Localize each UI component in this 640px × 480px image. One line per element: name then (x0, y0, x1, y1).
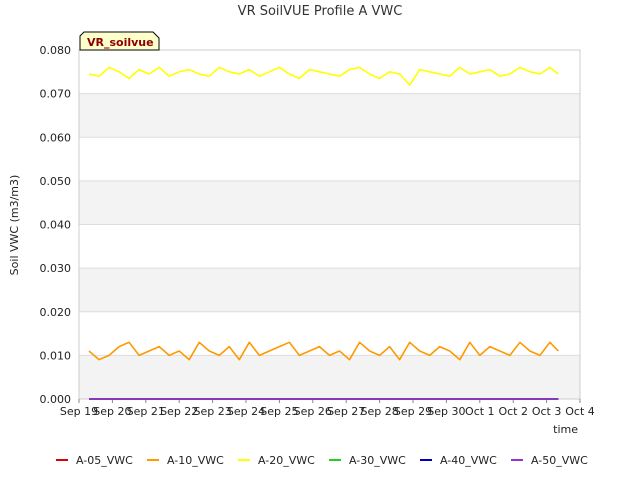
y-tick-label: 0.080 (40, 44, 72, 57)
legend-label: A-50_VWC (531, 454, 588, 467)
station-label-box: VR_soilvue (79, 31, 160, 51)
series-lines (88, 66, 559, 400)
station-label-tab (79, 31, 160, 51)
x-tick-label: Sep 30 (427, 405, 465, 418)
y-tick-label: 0.040 (40, 219, 72, 232)
x-tick-label: Sep 22 (160, 405, 198, 418)
y-axis-title: Soil VWC (m3/m3) (8, 175, 21, 276)
background-band (79, 93, 580, 138)
plot-background-bands (79, 50, 580, 399)
x-tick-label: Sep 24 (227, 405, 265, 418)
chart-title: VR SoilVUE Profile A VWC (238, 4, 403, 19)
legend-label: A-40_VWC (440, 454, 497, 467)
legend-label: A-05_VWC (76, 454, 133, 467)
legend: A-05_VWC A-10_VWC A-20_VWC A-30_VWC A-40_VWC… (56, 454, 588, 467)
legend-label: A-30_VWC (349, 454, 406, 467)
legend-label: A-20_VWC (258, 454, 315, 467)
x-tick-label: Oct 1 (465, 405, 495, 418)
y-tick-label: 0.060 (40, 131, 72, 144)
x-tick-label: Sep 25 (260, 405, 298, 418)
series-line-a-20-vwc (88, 66, 559, 86)
background-band (79, 50, 580, 94)
y-tick-label: 0.050 (40, 175, 72, 188)
x-tick-label: Sep 21 (127, 405, 165, 418)
x-tick-label: Oct 2 (498, 405, 528, 418)
series-line-a-10-vwc (88, 341, 559, 361)
y-tick-label: 0.030 (40, 262, 72, 275)
y-tick-label: 0.020 (40, 306, 72, 319)
y-tick-label: 0.070 (40, 88, 72, 101)
background-band (79, 311, 580, 356)
x-tick-label: Oct 3 (532, 405, 562, 418)
x-tick-label: Sep 20 (93, 405, 131, 418)
background-band (79, 268, 580, 312)
x-tick-label: Sep 23 (193, 405, 231, 418)
background-band (79, 137, 580, 181)
legend-label: A-10_VWC (167, 454, 224, 467)
x-tick-label: Sep 27 (327, 405, 365, 418)
y-tick-label: 0.000 (40, 393, 72, 406)
x-axis-title: time (553, 423, 578, 436)
x-tick-label: Sep 29 (394, 405, 432, 418)
station-label: VR_soilvue (87, 36, 154, 49)
background-band (79, 355, 580, 399)
y-axis: 0.000 0.010 0.020 0.030 0.040 0.050 0.060 0.070… (40, 44, 72, 406)
x-tick-label: Sep 19 (60, 405, 98, 418)
x-tick-label: Oct 4 (565, 405, 595, 418)
y-tick-label: 0.010 (40, 349, 72, 362)
background-band (79, 224, 580, 269)
background-band (79, 180, 580, 225)
x-tick-label: Sep 28 (360, 405, 398, 418)
x-tick-label: Sep 26 (294, 405, 332, 418)
